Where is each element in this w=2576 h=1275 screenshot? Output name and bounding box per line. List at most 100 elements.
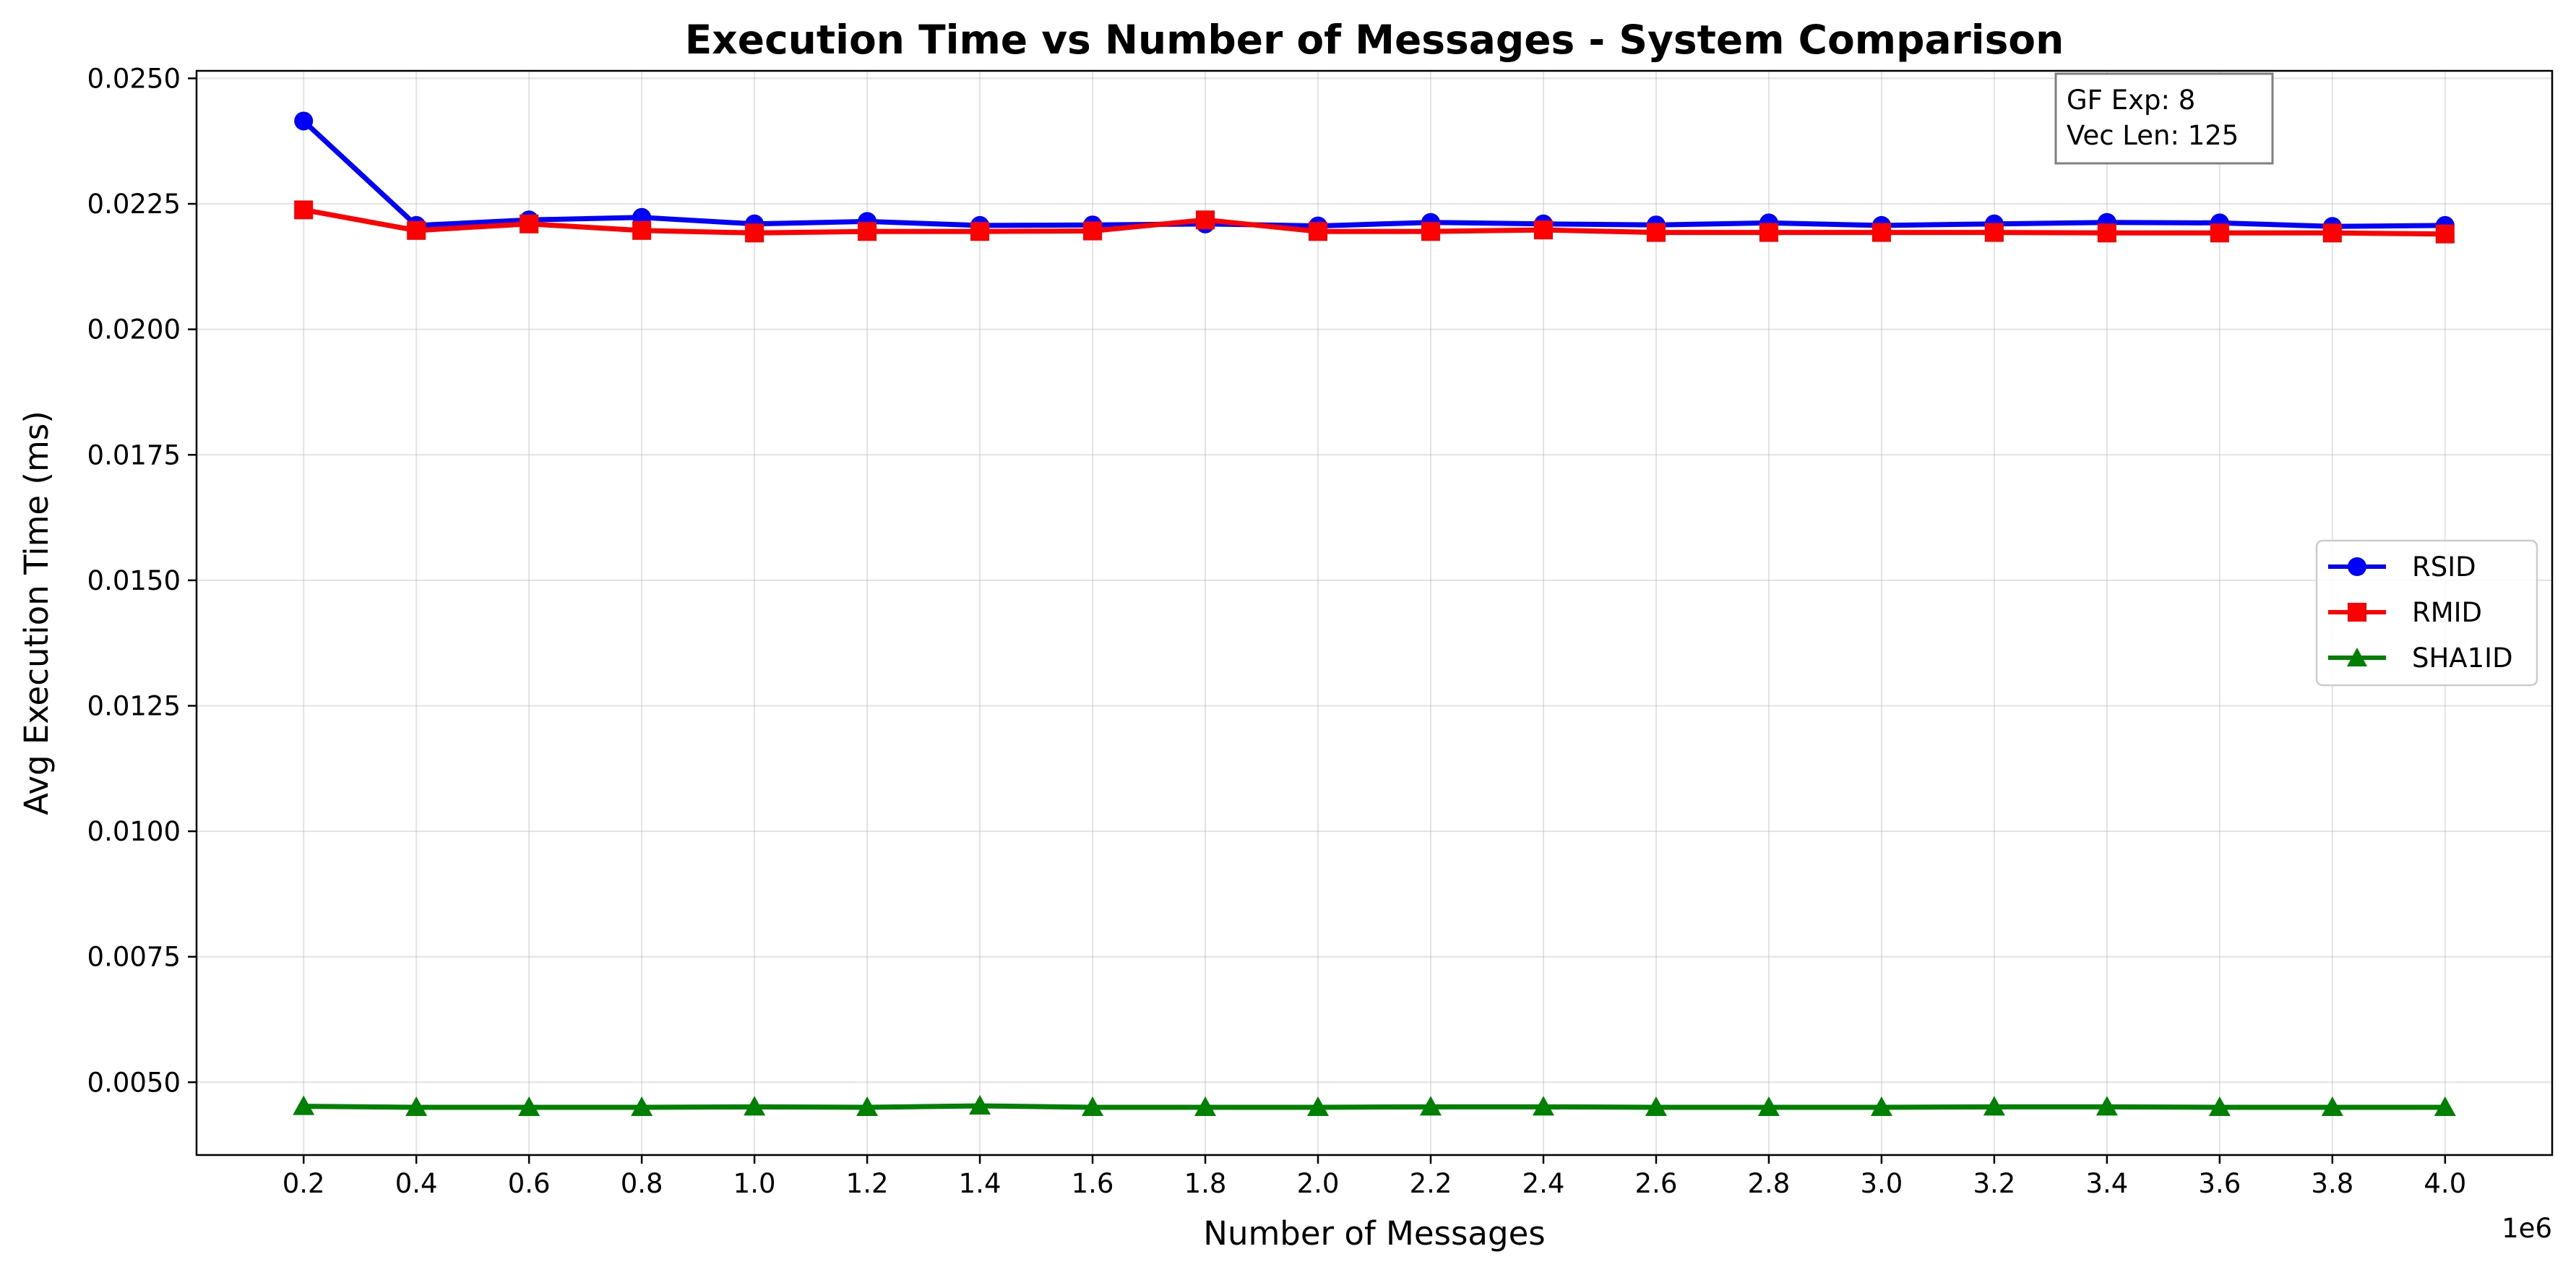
point-rmid xyxy=(2097,223,2116,243)
x-tick-label: 3.4 xyxy=(2085,1168,2128,1199)
y-tick-label: 0.0125 xyxy=(87,690,181,721)
legend-frame xyxy=(2315,539,2538,687)
y-tick-label: 0.0075 xyxy=(87,942,181,973)
x-tick-label: 2.8 xyxy=(1748,1168,1791,1199)
y-tick-label: 0.0050 xyxy=(87,1067,181,1098)
x-axis-label: Number of Messages xyxy=(1203,1214,1545,1253)
point-rmid xyxy=(2210,223,2229,243)
series-sha1id xyxy=(293,1094,2456,1117)
x-tick-label: 3.2 xyxy=(1973,1168,2015,1199)
point-sha1id xyxy=(1082,1096,1104,1117)
y-tick-label: 0.0200 xyxy=(87,314,181,345)
point-rmid xyxy=(294,200,314,220)
point-sha1id xyxy=(2208,1096,2231,1117)
point-rmid xyxy=(1533,220,1553,240)
plot-area xyxy=(195,69,2554,1156)
x-axis-offset-label: 1e6 xyxy=(2502,1213,2552,1244)
series-line-sha1id xyxy=(301,1103,2448,1110)
point-rmid xyxy=(858,222,877,241)
x-tick-label: 1.8 xyxy=(1184,1168,1227,1199)
point-sha1id xyxy=(405,1096,428,1117)
point-rmid xyxy=(1421,222,1440,241)
annotation-frame xyxy=(2054,72,2274,165)
annotation-line-2: Vec Len: 125 xyxy=(2067,120,2239,151)
x-tick-label: 0.2 xyxy=(283,1168,325,1199)
point-rmid xyxy=(970,222,990,241)
y-tick-label: 0.0100 xyxy=(87,816,181,847)
legend-entry-rmid: RMID xyxy=(2328,597,2482,628)
chart-title: Execution Time vs Number of Messages - S… xyxy=(685,17,2064,63)
x-tick-label: 0.6 xyxy=(508,1168,551,1199)
point-sha1id xyxy=(1194,1096,1217,1117)
point-sha1id xyxy=(293,1095,315,1115)
point-sha1id xyxy=(744,1096,766,1116)
point-sha1id xyxy=(1307,1096,1330,1117)
point-sha1id xyxy=(2434,1096,2456,1117)
point-rmid xyxy=(1309,222,1328,241)
point-sha1id xyxy=(518,1096,540,1117)
point-sha1id xyxy=(2095,1096,2118,1116)
point-sha1id xyxy=(969,1094,991,1115)
x-tick-label: 0.8 xyxy=(621,1168,663,1199)
legend-entry-rsid: RSID xyxy=(2328,551,2476,583)
point-rmid xyxy=(1646,223,1666,242)
legend: RSID RMID SHA1ID xyxy=(2315,539,2538,687)
point-sha1id xyxy=(1983,1096,2005,1116)
point-rmid xyxy=(2435,224,2455,244)
legend-marker-rsid xyxy=(2348,557,2366,576)
x-tick-label: 2.4 xyxy=(1522,1168,1565,1199)
point-rmid xyxy=(1196,210,1215,230)
point-sha1id xyxy=(2321,1096,2343,1117)
point-sha1id xyxy=(1757,1096,1780,1117)
x-axis-ticks: 0.2 0.4 0.6 0.8 1.0 1.2 1.4 1.6 1.8 2.0 2.2 2.4 2.6 2… xyxy=(283,1155,2466,1199)
point-rmid xyxy=(520,214,539,233)
point-sha1id xyxy=(1419,1096,1442,1116)
point-rmid xyxy=(1083,221,1103,241)
x-tick-label: 0.4 xyxy=(395,1168,438,1199)
x-tick-label: 3.6 xyxy=(2198,1168,2241,1199)
point-sha1id xyxy=(1870,1096,1892,1117)
legend-marker-rmid xyxy=(2348,603,2366,622)
legend-entry-sha1id: SHA1ID xyxy=(2328,643,2513,674)
y-tick-label: 0.0175 xyxy=(87,439,181,471)
x-tick-label: 1.2 xyxy=(846,1168,889,1199)
x-tick-label: 3.8 xyxy=(2311,1168,2353,1199)
x-tick-label: 2.2 xyxy=(1410,1168,1452,1199)
point-sha1id xyxy=(1645,1096,1667,1117)
x-tick-label: 3.0 xyxy=(1860,1168,1903,1199)
legend-label-rsid: RSID xyxy=(2412,551,2476,583)
y-axis-label: Avg Execution Time (ms) xyxy=(17,411,56,815)
point-rmid xyxy=(2322,223,2342,243)
point-rsid xyxy=(294,111,314,131)
series-line-rmid xyxy=(301,207,2448,237)
point-sha1id xyxy=(631,1096,653,1117)
point-sha1id xyxy=(1532,1096,1554,1116)
point-rmid xyxy=(407,220,426,240)
x-tick-label: 4.0 xyxy=(2424,1168,2466,1199)
y-tick-label: 0.0225 xyxy=(87,189,181,220)
point-rmid xyxy=(745,223,764,243)
point-rmid xyxy=(1984,223,2004,242)
point-rmid xyxy=(1871,223,1891,242)
series-rmid xyxy=(294,200,2455,244)
point-rmid xyxy=(632,220,652,240)
y-tick-label: 0.0150 xyxy=(87,565,181,596)
y-axis-ticks: 0.0050 0.0075 0.0100 0.0125 0.0150 0.0175 0.02… xyxy=(87,63,197,1098)
point-rmid xyxy=(1759,223,1778,242)
y-tick-label: 0.0250 xyxy=(87,63,181,94)
series-lines xyxy=(293,111,2456,1117)
x-tick-label: 1.4 xyxy=(959,1168,1001,1199)
legend-marker-sha1id xyxy=(2347,648,2367,666)
annotation-line-1: GF Exp: 8 xyxy=(2067,85,2195,116)
x-tick-label: 2.0 xyxy=(1297,1168,1340,1199)
point-sha1id xyxy=(856,1096,879,1117)
x-tick-label: 1.0 xyxy=(733,1168,776,1199)
x-tick-label: 2.6 xyxy=(1635,1168,1678,1199)
legend-label-rmid: RMID xyxy=(2412,597,2482,628)
legend-label-sha1id: SHA1ID xyxy=(2412,643,2513,674)
x-tick-label: 1.6 xyxy=(1072,1168,1114,1199)
series-line-rsid xyxy=(301,118,2448,229)
annotation-box: GF Exp: 8 Vec Len: 125 xyxy=(2054,72,2274,165)
